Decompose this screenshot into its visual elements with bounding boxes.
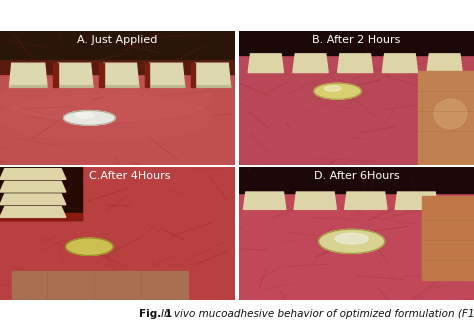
- Polygon shape: [248, 54, 283, 72]
- Polygon shape: [193, 63, 230, 87]
- Ellipse shape: [64, 111, 115, 125]
- Polygon shape: [0, 207, 66, 217]
- Polygon shape: [101, 85, 139, 87]
- Text: D. After 6Hours: D. After 6Hours: [314, 171, 399, 181]
- Bar: [99, 63, 103, 87]
- Polygon shape: [239, 31, 474, 165]
- Polygon shape: [12, 271, 188, 300]
- Polygon shape: [193, 85, 230, 87]
- Polygon shape: [0, 181, 66, 192]
- Text: In vivo mucoadhesive behavior of optimized formulation (F12): In vivo mucoadhesive behavior of optimiz…: [161, 309, 474, 319]
- Polygon shape: [239, 31, 474, 55]
- Polygon shape: [294, 192, 337, 209]
- FancyBboxPatch shape: [239, 167, 474, 300]
- Ellipse shape: [314, 83, 361, 99]
- Polygon shape: [395, 192, 438, 209]
- FancyBboxPatch shape: [0, 167, 235, 300]
- Polygon shape: [147, 63, 185, 87]
- Polygon shape: [337, 54, 373, 72]
- Polygon shape: [9, 85, 47, 87]
- Polygon shape: [239, 167, 474, 300]
- Polygon shape: [55, 63, 93, 87]
- Polygon shape: [0, 61, 235, 165]
- FancyBboxPatch shape: [239, 31, 474, 165]
- Polygon shape: [239, 167, 474, 193]
- Ellipse shape: [319, 229, 384, 254]
- Bar: [191, 63, 195, 87]
- Text: Fig. 1: Fig. 1: [139, 309, 172, 319]
- Polygon shape: [0, 213, 82, 220]
- Polygon shape: [0, 167, 82, 220]
- Polygon shape: [101, 63, 139, 87]
- Ellipse shape: [0, 94, 212, 141]
- Polygon shape: [382, 54, 418, 72]
- Text: A. Just Applied: A. Just Applied: [77, 35, 158, 45]
- Polygon shape: [244, 192, 286, 209]
- Text: B. After 2 Hours: B. After 2 Hours: [312, 35, 401, 45]
- Ellipse shape: [75, 113, 94, 118]
- Polygon shape: [418, 71, 474, 165]
- Polygon shape: [0, 169, 66, 179]
- Polygon shape: [55, 85, 93, 87]
- Text: C.After 4Hours: C.After 4Hours: [89, 171, 170, 181]
- FancyBboxPatch shape: [0, 31, 235, 165]
- Bar: [53, 63, 58, 87]
- Polygon shape: [293, 54, 328, 72]
- Bar: [145, 63, 149, 87]
- Polygon shape: [147, 85, 185, 87]
- Polygon shape: [427, 54, 462, 72]
- Polygon shape: [422, 196, 474, 280]
- Polygon shape: [0, 194, 66, 205]
- Ellipse shape: [335, 234, 368, 244]
- Polygon shape: [0, 61, 235, 74]
- Ellipse shape: [434, 99, 467, 129]
- Polygon shape: [345, 192, 387, 209]
- Ellipse shape: [325, 86, 341, 91]
- Ellipse shape: [66, 238, 113, 256]
- Ellipse shape: [0, 74, 212, 121]
- Polygon shape: [0, 167, 235, 300]
- Polygon shape: [9, 63, 47, 87]
